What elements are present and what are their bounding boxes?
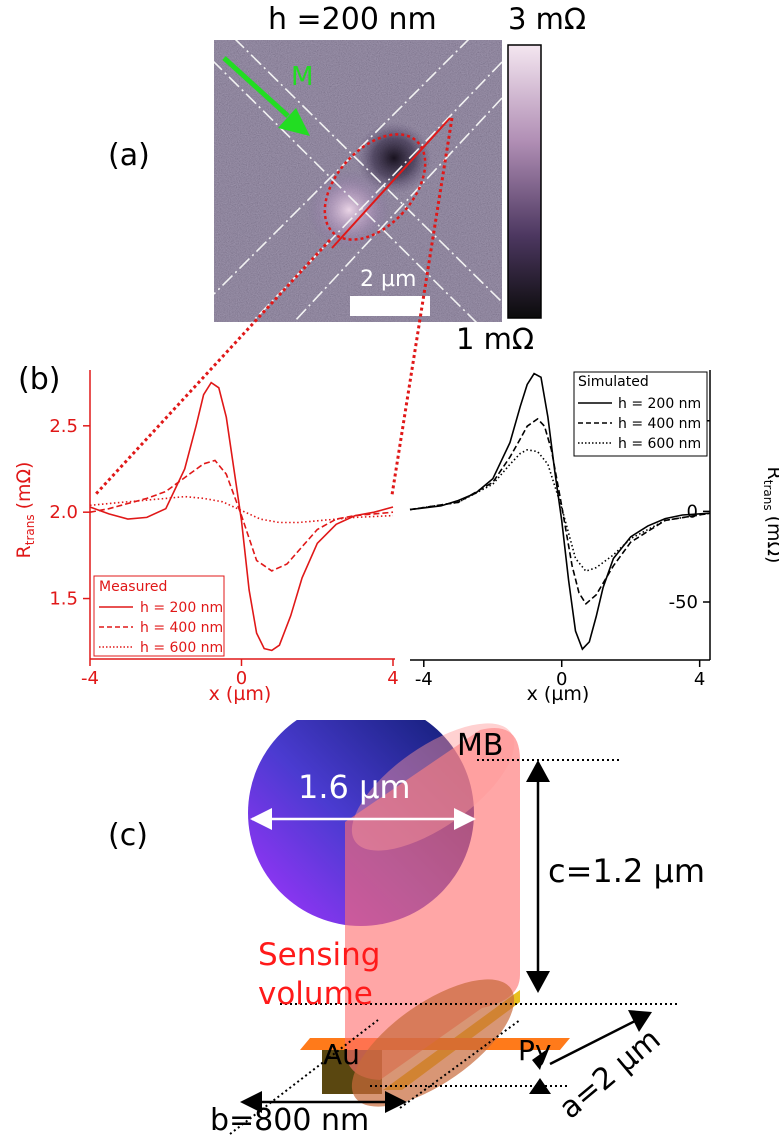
sensing-label-line1: Sensing xyxy=(258,937,381,973)
y-tick-label: -50 xyxy=(669,592,698,613)
simulated-legend-400: h = 400 nm xyxy=(618,416,701,432)
panel-b-label: (b) xyxy=(18,362,61,397)
panel-a-title: h =200 nm xyxy=(268,2,437,37)
magnetization-arrow xyxy=(222,56,290,118)
y-tick-label: 1.5 xyxy=(49,589,78,610)
zoom-connectors xyxy=(93,117,454,497)
x-tick-label: 4 xyxy=(387,668,398,689)
sensing-label-line2: volume xyxy=(258,976,373,1012)
measured-y-label: Rtrans(mΩ) xyxy=(13,462,37,559)
measured-legend-600: h = 600 nm xyxy=(140,640,223,656)
measured-legend-title: Measured xyxy=(99,579,167,595)
series-line-1 xyxy=(89,381,394,652)
panel-a-label: (a) xyxy=(108,138,150,173)
series-line-1 xyxy=(409,372,711,651)
y-tick-label: 0 xyxy=(687,501,698,522)
afm-map: M 2 µm xyxy=(214,40,502,322)
measured-legend-200: h = 200 nm xyxy=(140,600,223,616)
afm-roi-ellipse xyxy=(323,133,427,241)
diameter-label: 1.6 µm xyxy=(298,768,411,806)
x-tick-label: 0 xyxy=(556,669,567,690)
series-line-3 xyxy=(409,448,711,573)
a-arrow xyxy=(549,1018,638,1066)
simulated-legend-200: h = 200 nm xyxy=(618,396,701,412)
measured-ticks: -4 0 4 1.5 2.0 2.5 xyxy=(49,416,398,689)
measured-chart: -4 0 4 1.5 2.0 2.5 x (µm) Rtrans(mΩ) Measured… xyxy=(13,370,399,705)
x-tick-label: 4 xyxy=(694,669,705,690)
panel-c-label: (c) xyxy=(108,818,148,853)
y-tick-label: 2.0 xyxy=(49,502,78,523)
a-label: a=2 µm xyxy=(553,1022,668,1126)
mb-label: MB xyxy=(457,728,503,763)
simulated-x-label: x (µm) xyxy=(527,683,590,705)
simulated-legend-title: Simulated xyxy=(578,374,649,390)
simulated-legend: Simulated h = 200 nm h = 400 nm h = 600 … xyxy=(573,371,708,457)
series-line-2 xyxy=(409,417,711,606)
c-label: c=1.2 µm xyxy=(548,852,705,890)
measured-x-label: x (µm) xyxy=(209,683,272,705)
py-label: Py xyxy=(518,1034,551,1067)
simulated-series-group xyxy=(409,372,711,651)
arrow-label: M xyxy=(291,62,313,92)
colorbar xyxy=(507,44,542,319)
simulated-y-label: Rtrans(mΩ) xyxy=(761,467,779,564)
au-label: Au xyxy=(323,1038,360,1071)
magnetization-arrowhead xyxy=(278,108,310,136)
measured-series-group xyxy=(89,381,394,652)
sensor-schematic: 1.6 µm MB c=1.2 µm a=2 µm b=800 nm Py Au… xyxy=(210,720,705,1138)
x-tick-label: -4 xyxy=(81,668,99,689)
measured-legend-400: h = 400 nm xyxy=(140,620,223,636)
colorbar-max-label: 3 mΩ xyxy=(508,2,587,36)
x-tick-label: 0 xyxy=(236,668,247,689)
y-tick-label: 2.5 xyxy=(49,416,78,437)
measured-legend: Measured h = 200 nm h = 400 nm h = 600 n… xyxy=(93,575,225,657)
series-line-2 xyxy=(89,459,394,572)
series-line-3 xyxy=(89,495,394,524)
b-label: b=800 nm xyxy=(210,1103,369,1138)
scale-bar xyxy=(350,296,430,316)
simulated-legend-600: h = 600 nm xyxy=(618,436,701,452)
afm-profile-line xyxy=(331,117,451,249)
afm-bright-lobe xyxy=(307,170,391,250)
colorbar-min-label: 1 mΩ xyxy=(456,322,535,356)
simulated-chart: -404-50050 x (µm) Rtrans(mΩ) Simulated h… xyxy=(409,370,779,705)
scale-bar-label: 2 µm xyxy=(360,267,416,292)
x-tick-label: -4 xyxy=(415,669,433,690)
